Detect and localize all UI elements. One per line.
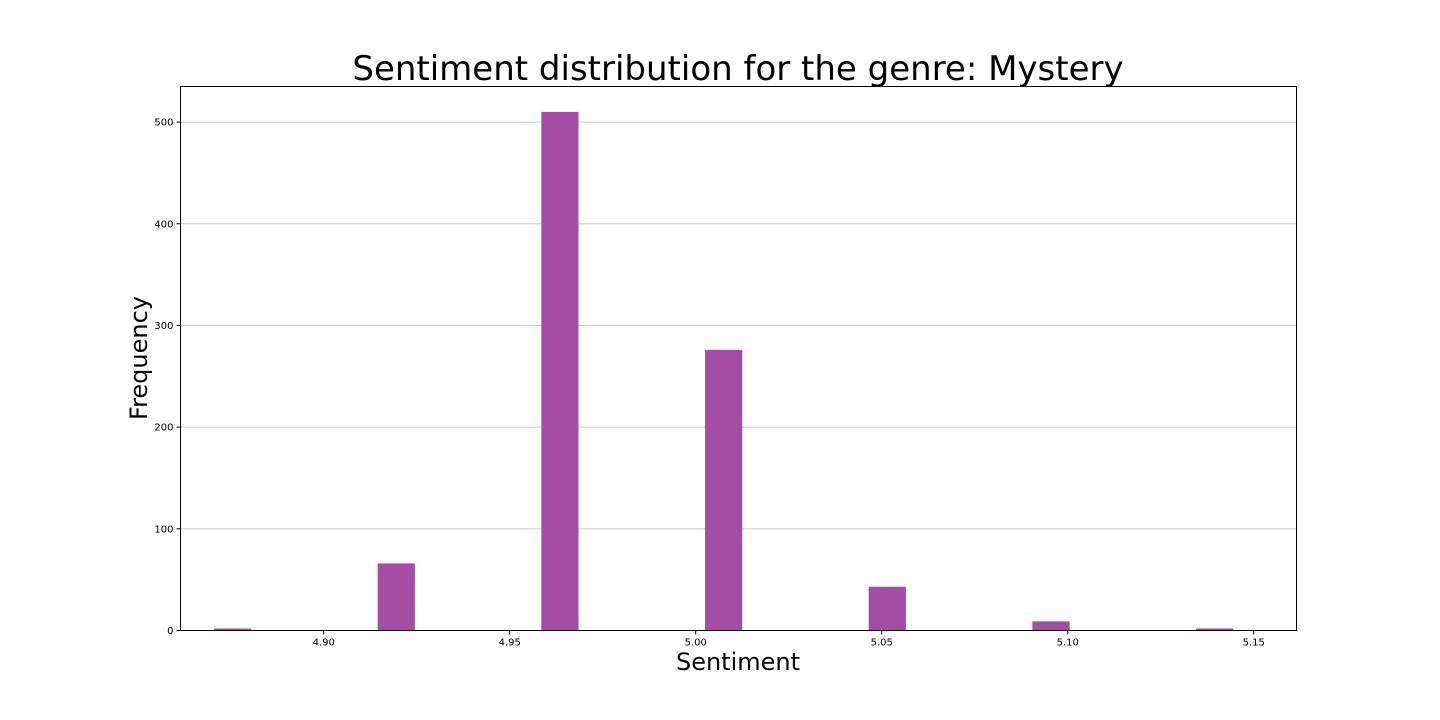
y-tick-label: 100 xyxy=(154,524,173,535)
x-tick-label: 5.00 xyxy=(685,638,707,649)
x-tick-label: 5.05 xyxy=(871,638,893,649)
bar xyxy=(705,349,743,631)
x-tick-label: 4.90 xyxy=(313,638,335,649)
x-axis-label: Sentiment xyxy=(676,648,800,676)
bar xyxy=(541,111,579,631)
x-axis-ticks: 4.90 4.95 5.00 5.05 5.10 5.15 xyxy=(313,630,1265,649)
plot-frame xyxy=(180,86,1297,631)
bar xyxy=(377,563,415,631)
bar xyxy=(1196,628,1234,631)
grid-lines xyxy=(180,121,1297,530)
bar xyxy=(868,586,906,631)
y-tick-label: 400 xyxy=(154,219,173,230)
chart-title: Sentiment distribution for the genre: My… xyxy=(352,49,1123,89)
y-tick-label: 0 xyxy=(167,626,173,637)
x-tick-label: 5.10 xyxy=(1057,638,1079,649)
bars xyxy=(213,111,1234,631)
y-axis-label: Frequency xyxy=(125,296,153,420)
x-tick-label: 5.15 xyxy=(1243,638,1265,649)
bar xyxy=(213,628,252,631)
y-tick-label: 500 xyxy=(154,118,173,129)
y-tick-label: 200 xyxy=(154,423,173,434)
y-axis-ticks: 0 100 200 300 400 500 xyxy=(154,118,181,637)
y-tick-label: 300 xyxy=(154,321,173,332)
x-tick-label: 4.95 xyxy=(499,638,521,649)
bar xyxy=(1032,621,1070,631)
